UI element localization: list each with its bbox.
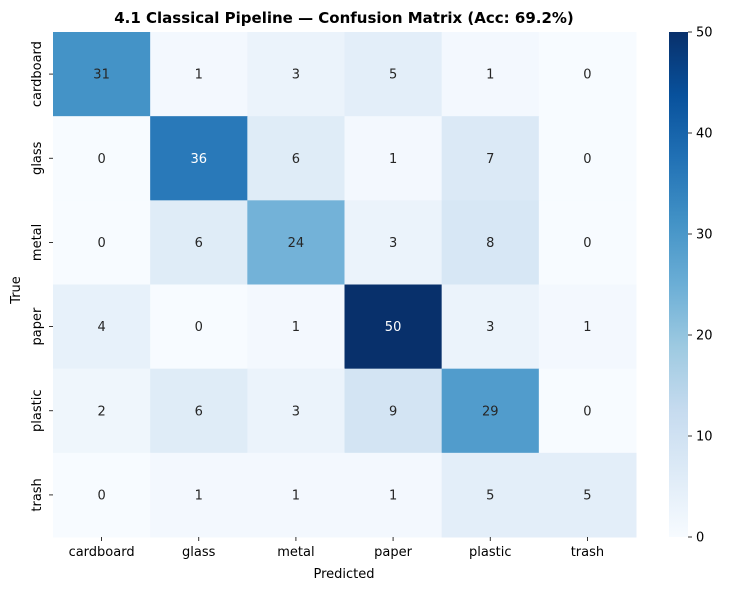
cell-value-label: 24 xyxy=(288,236,305,251)
heatmap-cell xyxy=(53,368,151,454)
cell-value-label: 3 xyxy=(486,320,494,335)
heatmap-cell xyxy=(538,32,637,117)
cell-value-label: 1 xyxy=(195,488,203,503)
cell-value-label: 29 xyxy=(482,404,499,419)
heatmap-cell xyxy=(247,32,345,117)
heatmap-cell xyxy=(538,452,637,538)
colorbar-tick-label: 50 xyxy=(696,26,713,41)
cell-value-label: 3 xyxy=(292,404,300,419)
heatmap-cell xyxy=(441,32,540,117)
y-tick-label: cardboard xyxy=(30,41,45,107)
cell-value-label: 1 xyxy=(292,488,300,503)
heatmap-cell xyxy=(53,284,151,370)
cell-value-label: 6 xyxy=(195,404,203,419)
cell-value-label: 8 xyxy=(486,236,494,251)
cell-value-label: 1 xyxy=(389,488,397,503)
cell-value-label: 0 xyxy=(583,236,591,251)
cell-value-label: 2 xyxy=(97,404,105,419)
heatmap-cell xyxy=(53,116,151,201)
heatmap-cell xyxy=(344,116,443,201)
y-tick-label: paper xyxy=(30,307,45,345)
cell-value-label: 4 xyxy=(97,320,105,335)
cell-value-label: 0 xyxy=(583,152,591,167)
x-axis-label: Predicted xyxy=(313,567,374,582)
heatmap-cell xyxy=(344,368,443,454)
colorbar-tick-label: 10 xyxy=(696,430,713,445)
cell-value-label: 0 xyxy=(583,404,591,419)
heatmap-cell xyxy=(538,284,637,370)
cell-value-label: 50 xyxy=(385,320,402,335)
heatmap-cell xyxy=(538,368,637,454)
cell-value-label: 9 xyxy=(389,404,397,419)
heatmap-cell xyxy=(344,284,443,370)
chart-title: 4.1 Classical Pipeline — Confusion Matri… xyxy=(114,9,574,27)
colorbar xyxy=(669,32,688,537)
colorbar-tick-label: 20 xyxy=(696,329,713,344)
x-tick-label: trash xyxy=(571,545,604,560)
cell-value-label: 6 xyxy=(292,152,300,167)
heatmap-cell xyxy=(441,368,540,454)
heatmap-cell xyxy=(344,452,443,538)
heatmap-cell xyxy=(538,116,637,201)
heatmap-cell xyxy=(247,452,345,538)
heatmap-cell xyxy=(247,200,345,285)
x-tick-label: paper xyxy=(374,545,412,560)
heatmap-cell xyxy=(150,32,248,117)
heatmap-cell xyxy=(441,200,540,285)
colorbar-tick-label: 0 xyxy=(696,531,704,546)
heatmap-cell xyxy=(150,368,248,454)
y-tick-label: plastic xyxy=(30,390,45,432)
heatmap-cell xyxy=(441,284,540,370)
colorbar-tick-label: 40 xyxy=(696,127,713,142)
x-tick-label: cardboard xyxy=(69,545,135,560)
cell-value-label: 36 xyxy=(190,152,207,167)
heatmap-cell xyxy=(441,452,540,538)
heatmap-cell xyxy=(150,284,248,370)
cell-value-label: 0 xyxy=(97,152,105,167)
x-tick-label: plastic xyxy=(469,545,511,560)
cell-value-label: 0 xyxy=(97,236,105,251)
heatmap-cell xyxy=(150,200,248,285)
y-tick-label: metal xyxy=(30,224,45,261)
heatmap-cell xyxy=(53,452,151,538)
cell-value-label: 1 xyxy=(195,68,203,83)
cell-value-label: 3 xyxy=(292,68,300,83)
x-tick-label: glass xyxy=(182,545,216,560)
heatmap-cell xyxy=(247,116,345,201)
cell-value-label: 1 xyxy=(389,152,397,167)
colorbar-ticks: 0 10 20 30 40 50 xyxy=(688,26,713,546)
x-tick-label: metal xyxy=(277,545,314,560)
heatmap-cell xyxy=(247,284,345,370)
y-tick-label: glass xyxy=(30,141,45,175)
cell-value-label: 1 xyxy=(583,320,591,335)
heatmap-cell xyxy=(150,116,248,201)
cell-value-label: 0 xyxy=(195,320,203,335)
heatmap-cell xyxy=(53,200,151,285)
cell-value-label: 0 xyxy=(97,488,105,503)
cell-value-label: 31 xyxy=(93,68,110,83)
cell-value-label: 5 xyxy=(486,488,494,503)
cell-value-label: 6 xyxy=(195,236,203,251)
heatmap-cell xyxy=(247,368,345,454)
heatmap-cell xyxy=(538,200,637,285)
heatmap-cell xyxy=(344,32,443,117)
y-tick-label: trash xyxy=(30,478,45,511)
colorbar-tick-label: 30 xyxy=(696,228,713,243)
heatmap-cell xyxy=(441,116,540,201)
x-axis-ticks: cardboard glass metal paper plastic trash xyxy=(69,537,604,560)
cell-value-label: 3 xyxy=(389,236,397,251)
y-axis-ticks: cardboard glass metal paper plastic trash xyxy=(30,41,53,512)
cell-value-label: 5 xyxy=(389,68,397,83)
cell-value-label: 1 xyxy=(292,320,300,335)
heatmap-cell xyxy=(53,32,151,117)
heatmap-cell xyxy=(150,452,248,538)
y-axis-label: True xyxy=(9,276,24,305)
cell-value-label: 7 xyxy=(486,152,494,167)
cell-value-label: 5 xyxy=(583,488,591,503)
heatmap-cell xyxy=(344,200,443,285)
heatmap-cells: 31 1 3 5 1 00 36 6 1 7 00 6 24 3 8 04 0 1 50 3 12 6 3 9 29 00 1 1 1 5… xyxy=(53,32,637,538)
cell-value-label: 0 xyxy=(583,68,591,83)
cell-value-label: 1 xyxy=(486,68,494,83)
